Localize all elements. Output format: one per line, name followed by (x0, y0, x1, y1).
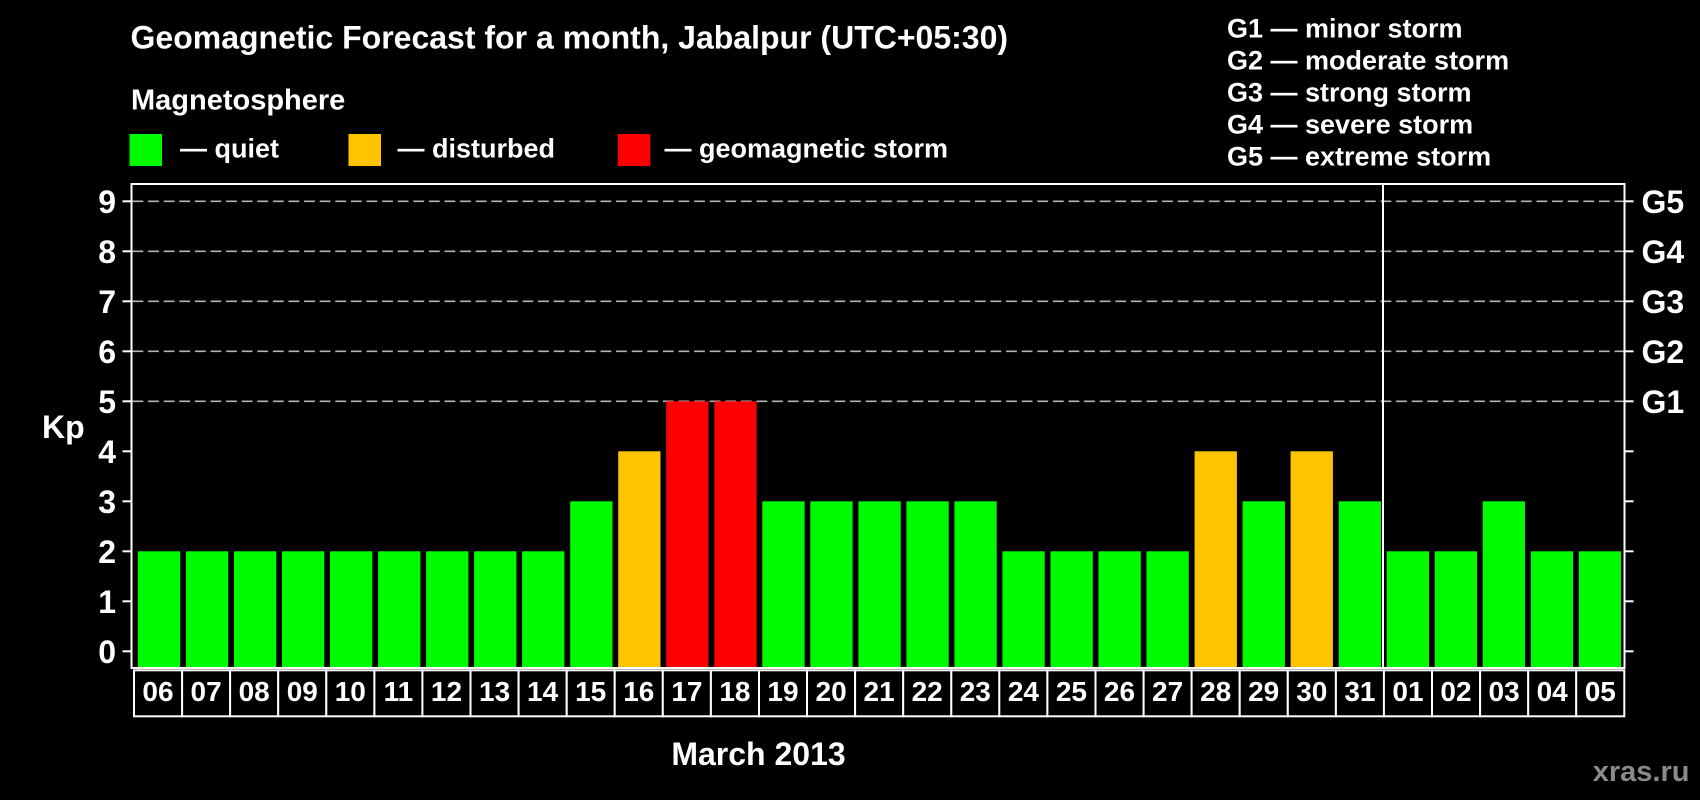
svg-text:18: 18 (719, 676, 750, 707)
svg-text:14: 14 (527, 676, 559, 707)
svg-text:Geomagnetic Forecast for a mon: Geomagnetic Forecast for a month, Jabalp… (131, 20, 1009, 56)
svg-text:13: 13 (479, 676, 510, 707)
svg-text:24: 24 (1008, 676, 1040, 707)
svg-text:3: 3 (98, 484, 116, 520)
svg-text:— disturbed: — disturbed (398, 134, 556, 164)
svg-text:28: 28 (1200, 676, 1231, 707)
svg-text:G1: G1 (1642, 384, 1685, 420)
svg-text:17: 17 (671, 676, 702, 707)
svg-text:6: 6 (98, 334, 116, 370)
svg-text:01: 01 (1392, 676, 1423, 707)
svg-text:— quiet: — quiet (180, 134, 279, 164)
svg-text:0: 0 (98, 634, 116, 670)
svg-text:27: 27 (1152, 676, 1183, 707)
svg-text:03: 03 (1489, 676, 1520, 707)
svg-text:25: 25 (1056, 676, 1087, 707)
svg-text:Kp: Kp (42, 409, 85, 445)
svg-text:02: 02 (1440, 676, 1471, 707)
svg-text:G2 — moderate storm: G2 — moderate storm (1227, 46, 1509, 76)
svg-text:2: 2 (98, 534, 116, 570)
svg-text:12: 12 (431, 676, 462, 707)
svg-text:26: 26 (1104, 676, 1135, 707)
svg-text:G2: G2 (1642, 334, 1685, 370)
svg-text:1: 1 (98, 584, 116, 620)
svg-text:20: 20 (816, 676, 847, 707)
svg-text:xras.ru: xras.ru (1593, 756, 1690, 788)
svg-text:06: 06 (142, 676, 173, 707)
svg-text:March 2013: March 2013 (671, 736, 845, 772)
svg-text:G1 — minor storm: G1 — minor storm (1227, 14, 1463, 44)
svg-text:G5 — extreme storm: G5 — extreme storm (1227, 142, 1491, 172)
svg-text:G3: G3 (1642, 284, 1685, 320)
svg-text:11: 11 (384, 676, 414, 707)
svg-text:G3 — strong storm: G3 — strong storm (1227, 78, 1472, 108)
svg-text:16: 16 (623, 676, 654, 707)
svg-text:23: 23 (960, 676, 991, 707)
svg-text:19: 19 (767, 676, 798, 707)
svg-text:9: 9 (98, 184, 116, 220)
svg-text:31: 31 (1344, 676, 1375, 707)
svg-text:8: 8 (98, 234, 116, 270)
svg-text:10: 10 (335, 676, 366, 707)
svg-text:29: 29 (1248, 676, 1279, 707)
svg-text:G4 — severe storm: G4 — severe storm (1227, 110, 1473, 140)
svg-text:04: 04 (1537, 676, 1569, 707)
svg-text:07: 07 (191, 676, 222, 707)
svg-text:05: 05 (1585, 676, 1616, 707)
svg-text:G4: G4 (1642, 234, 1685, 270)
svg-text:G5: G5 (1642, 184, 1685, 220)
svg-text:22: 22 (912, 676, 943, 707)
svg-text:21: 21 (864, 676, 895, 707)
svg-text:15: 15 (575, 676, 606, 707)
svg-text:— geomagnetic storm: — geomagnetic storm (665, 134, 949, 164)
svg-text:08: 08 (239, 676, 270, 707)
svg-text:4: 4 (98, 434, 116, 470)
svg-text:30: 30 (1296, 676, 1327, 707)
svg-text:Magnetosphere: Magnetosphere (131, 85, 345, 117)
svg-text:7: 7 (98, 284, 116, 320)
svg-text:5: 5 (98, 384, 116, 420)
svg-text:09: 09 (287, 676, 318, 707)
